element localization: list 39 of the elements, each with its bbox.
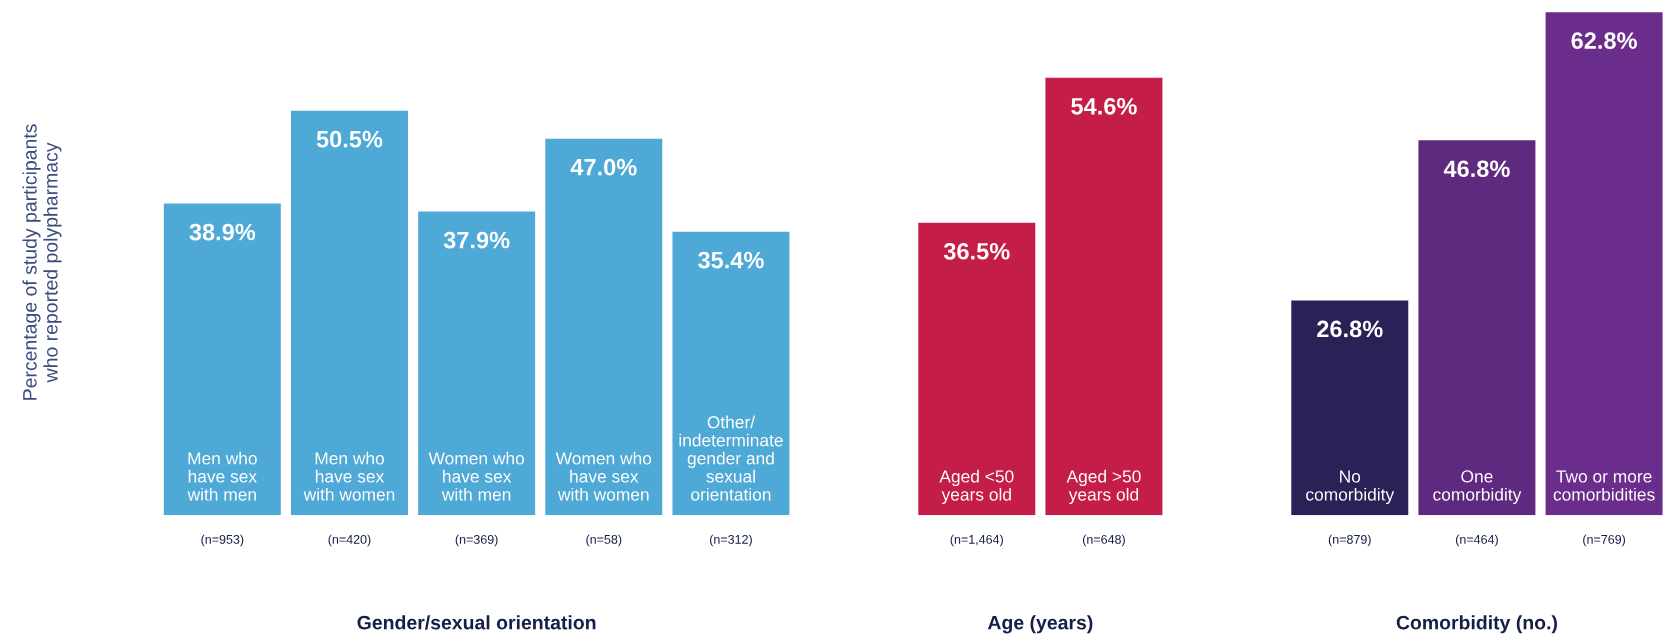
x-tick-label: Men who have sex with women: [303, 451, 395, 501]
text: (n=420): [328, 534, 371, 547]
data-label: 36.5%: [943, 242, 1010, 260]
x-axis-title: Age (years): [987, 615, 1093, 634]
text: (n=369): [455, 534, 498, 547]
x-tick-label: Aged <50 years old: [939, 469, 1014, 505]
data-label: 62.8%: [1571, 32, 1637, 49]
bar: [672, 231, 790, 516]
text: (n=648): [1083, 534, 1125, 547]
x-tick-label: Women who have sex with men: [428, 451, 524, 501]
x-tick-label: Aged >50 years old: [1066, 469, 1141, 505]
x-tick-label: Men who have sex with men: [187, 451, 257, 501]
text: (n=953): [201, 534, 244, 547]
bar: [163, 203, 281, 516]
text: (n=1,464): [950, 534, 1003, 547]
bar: [418, 211, 536, 516]
text: (n=769): [1583, 534, 1626, 547]
data-label: 47.0%: [570, 158, 637, 176]
data-label: 50.5%: [316, 130, 383, 148]
text: (n=464): [1455, 534, 1498, 547]
x-tick-label: Two or more comorbidities: [1553, 470, 1655, 501]
data-label: 37.9%: [443, 231, 510, 249]
x-tick-label: Other/ indeterminate gender and sexual orientation: [679, 415, 783, 501]
data-label: 38.9%: [189, 223, 256, 241]
y-axis-title: Percentage of study participants who reported polypharmacy: [22, 124, 62, 400]
text: (n=312): [710, 534, 752, 547]
text: (n=879): [1328, 534, 1371, 547]
x-tick-label: No comorbidity: [1306, 470, 1395, 505]
data-label: 54.6%: [1071, 97, 1137, 115]
x-axis-title: Comorbidity (no.): [1396, 615, 1557, 634]
bar: [545, 138, 663, 516]
x-tick-label: Women who have sex with women: [555, 451, 652, 501]
text: (n=58): [586, 534, 622, 547]
x-tick-label: One comorbidity: [1433, 470, 1522, 505]
data-label: 46.8%: [1443, 160, 1510, 178]
bar: [290, 110, 408, 516]
x-axis-title: Gender/sexual orientation: [357, 615, 596, 630]
data-label: 35.4%: [698, 251, 764, 269]
data-label: 26.8%: [1317, 320, 1383, 338]
